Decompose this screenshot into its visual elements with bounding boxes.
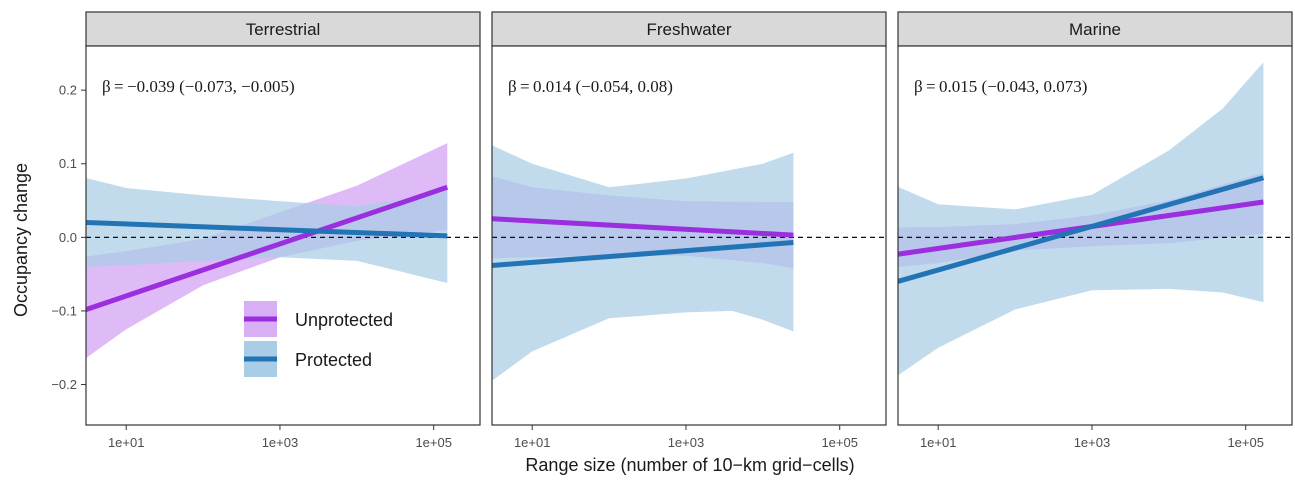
panel-terrestrial: Terrestrial β = −0.039 (−0.073, −0.005) 1e… (51, 11, 481, 450)
panel-border-freshwater (491, 45, 887, 426)
x-tick-label-terrestrial-2: 1e+05 (415, 435, 452, 450)
y-tick-label-0: −0.2 (51, 377, 77, 392)
strip-title-freshwater: Freshwater (646, 20, 731, 39)
y-tick-label-1: −0.1 (51, 303, 77, 318)
x-tick-label-marine-0: 1e+01 (920, 435, 957, 450)
strip-freshwater (491, 11, 887, 47)
y-tick-label-4: 0.2 (59, 83, 77, 98)
legend: Unprotected Protected (244, 301, 393, 377)
fit-line-unprotected-marine (898, 199, 1264, 257)
x-tick-label-freshwater-0: 1e+01 (514, 435, 551, 450)
fit-line-protected-marine (898, 175, 1265, 284)
x-tick-label-terrestrial-0: 1e+01 (108, 435, 145, 450)
x-tick-label-marine-1: 1e+03 (1074, 435, 1111, 450)
panel-border-marine (897, 45, 1293, 426)
panel-marine: Marine β = 0.015 (−0.043, 0.073) 1e+01 1e+0… (897, 11, 1293, 450)
ci-band-protected-marine (898, 62, 1264, 376)
fit-line-protected-terrestrial (86, 220, 448, 239)
beta-annotation-terrestrial: β = −0.039 (−0.073, −0.005) (102, 77, 295, 96)
legend-label-unprotected: Unprotected (295, 310, 393, 330)
fit-line-unprotected-terrestrial (86, 184, 449, 313)
fit-line-protected-freshwater (492, 239, 794, 268)
x-tick-label-marine-2: 1e+05 (1227, 435, 1264, 450)
strip-marine (897, 11, 1293, 47)
fit-line-unprotected-freshwater (492, 216, 794, 238)
beta-annotation-marine: β = 0.015 (−0.043, 0.073) (914, 77, 1087, 96)
beta-annotation-freshwater: β = 0.014 (−0.054, 0.08) (508, 77, 673, 96)
y-axis-title: Occupancy change (11, 163, 31, 317)
strip-title-terrestrial: Terrestrial (246, 20, 321, 39)
panel-border-terrestrial (85, 45, 481, 426)
legend-label-protected: Protected (295, 350, 372, 370)
strip-title-marine: Marine (1069, 20, 1121, 39)
strip-terrestrial (85, 11, 481, 47)
ci-band-protected-freshwater (492, 145, 794, 381)
x-tick-label-terrestrial-1: 1e+03 (262, 435, 299, 450)
x-tick-label-freshwater-1: 1e+03 (668, 435, 705, 450)
panel-freshwater: Freshwater β = 0.014 (−0.054, 0.08) 1e+01 1… (491, 11, 887, 450)
x-axis-title: Range size (number of 10−km grid−cells) (525, 455, 854, 475)
y-tick-label-2: 0.0 (59, 230, 77, 245)
x-tick-label-freshwater-2: 1e+05 (821, 435, 858, 450)
y-tick-label-3: 0.1 (59, 156, 77, 171)
